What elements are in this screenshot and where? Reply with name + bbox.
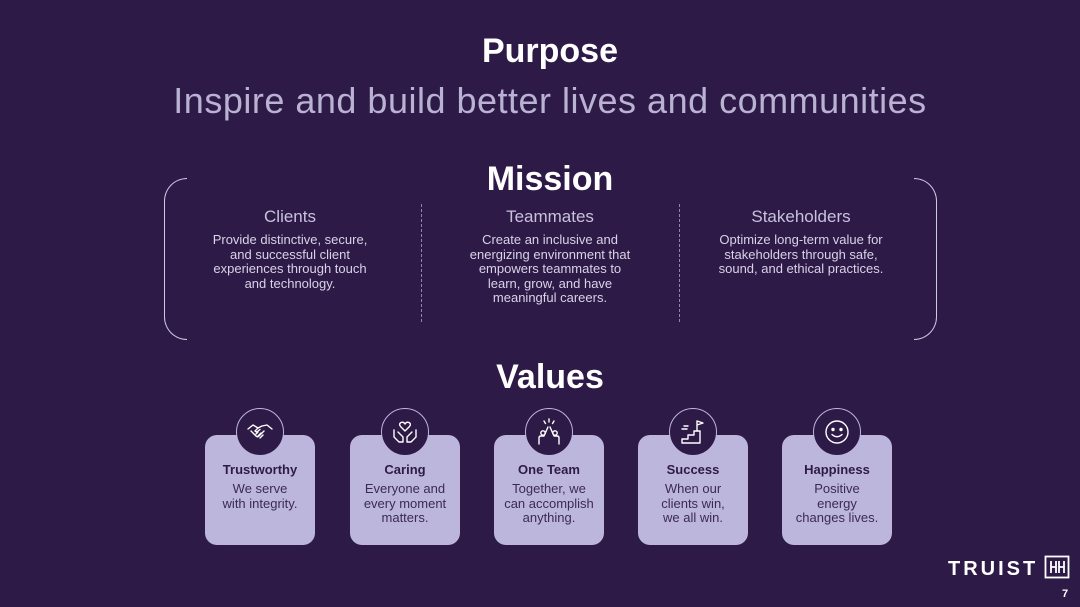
smiley-icon	[813, 408, 861, 456]
truist-logo: TRUIST	[948, 555, 1070, 584]
value-line: Together, we	[512, 481, 586, 496]
mission-line: experiences through touch	[213, 261, 367, 276]
right-bracket	[914, 178, 937, 340]
value-description: Everyone and every moment matters.	[350, 481, 460, 526]
stairs-flag-icon	[669, 408, 717, 456]
mission-column-teammates: Teammates Create an inclusive and energi…	[450, 207, 650, 306]
mission-heading: Teammates	[506, 207, 594, 226]
value-line: changes lives.	[795, 510, 879, 525]
value-title: Caring	[384, 462, 426, 477]
value-title: One Team	[518, 462, 580, 477]
value-line: energy	[817, 495, 857, 511]
values-title: Values	[496, 358, 604, 396]
value-line: every moment	[363, 495, 447, 511]
value-line: Positive	[814, 481, 860, 496]
value-line: with integrity.	[222, 495, 298, 511]
hands-heart-icon	[381, 408, 429, 456]
value-line: clients win,	[661, 495, 725, 511]
purpose-statement: Inspire and build better lives and commu…	[173, 80, 927, 121]
mission-column-stakeholders: Stakeholders Optimize long-term value fo…	[701, 207, 901, 277]
value-title: Success	[666, 462, 720, 477]
mission-text: Optimize long-term value for stakeholder…	[701, 232, 901, 277]
mission-line: and successful client	[230, 246, 350, 262]
value-card-success: Success When our clients win, we all win…	[638, 435, 748, 545]
mission-line: learn, grow, and have	[487, 275, 613, 291]
page-number: 7	[1062, 588, 1069, 600]
handshake-icon	[236, 408, 284, 456]
value-description: Positive energy changes lives.	[782, 481, 892, 526]
mission-heading: Stakeholders	[751, 207, 851, 226]
purpose-title: Purpose	[481, 32, 619, 70]
truist-logo-mark-icon	[1044, 555, 1070, 584]
value-line: We serve	[232, 481, 288, 496]
brand-name: TRUIST	[948, 558, 1039, 580]
mission-line: Provide distinctive, secure,	[212, 232, 368, 247]
mission-title: Mission	[486, 160, 614, 198]
left-bracket	[164, 178, 187, 340]
mission-line: stakeholders through safe,	[724, 246, 878, 262]
mission-text: Provide distinctive, secure, and success…	[190, 232, 390, 291]
mission-column-clients: Clients Provide distinctive, secure, and…	[190, 207, 390, 291]
value-line: can accomplish	[504, 495, 594, 511]
high-five-icon	[525, 408, 573, 456]
value-description: When our clients win, we all win.	[638, 481, 748, 526]
value-line: anything.	[522, 510, 576, 525]
value-line: we all win.	[663, 510, 723, 525]
mission-line: empowers teammates to	[478, 261, 622, 276]
value-line: Everyone and	[364, 481, 446, 496]
value-description: Together, we can accomplish anything.	[494, 481, 604, 526]
mission-heading: Clients	[264, 207, 316, 226]
mission-line: energizing environment that	[469, 246, 631, 262]
column-divider	[421, 204, 422, 322]
column-divider	[679, 204, 680, 322]
mission-line: meaningful careers.	[492, 290, 608, 305]
value-line: When our	[664, 481, 722, 496]
mission-line: Optimize long-term value for	[719, 232, 883, 247]
mission-line: sound, and ethical practices.	[718, 261, 884, 276]
mission-text: Create an inclusive and energizing envir…	[450, 232, 650, 306]
mission-line: and technology.	[244, 275, 336, 291]
mission-line: Create an inclusive and	[482, 232, 618, 247]
value-line: matters.	[381, 510, 429, 525]
value-title: Happiness	[804, 462, 870, 477]
value-card-happiness: Happiness Positive energy changes lives.	[782, 435, 892, 545]
value-description: We serve with integrity.	[205, 481, 315, 511]
value-title: Trustworthy	[222, 462, 298, 477]
